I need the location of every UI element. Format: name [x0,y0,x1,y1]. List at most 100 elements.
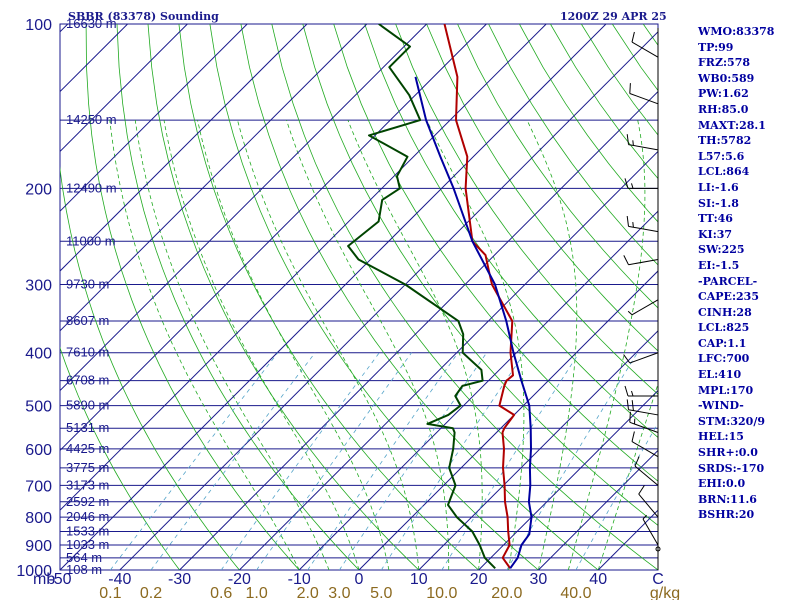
pressure-tick-label: 700 [25,478,52,495]
pressure-tick-label: 900 [25,538,52,555]
mixing-ratio-label: 5.0 [370,585,392,600]
wind-barb-flag [631,183,634,189]
temperature-tick-label: C [652,571,664,588]
height-label: 564 m [66,550,102,565]
mixing-ratio-line [506,352,638,570]
wind-barb-flag [632,222,634,228]
pressure-tick-label: 400 [25,346,52,363]
height-label: 3173 m [66,477,109,492]
mixing-ratio-line [150,352,316,570]
indices-panel: WMO:83378 TP:99 FRZ:578 WB0:589 PW:1.62 RH:85… [698,24,774,523]
dry-adiabat-line [457,24,658,309]
height-label: 12490 m [66,180,117,195]
height-label: 8607 m [66,313,109,328]
index-line: TH:5782 [698,134,752,148]
wind-barb [623,255,659,266]
pressure-tick-label: 600 [25,442,52,459]
wind-barb-flag [624,178,629,189]
index-line: SW:225 [698,243,745,257]
mixing-ratio-label: 40.0 [560,585,591,600]
mixing-ratio-label: 1.0 [245,585,267,600]
dewpoint-line [347,24,496,570]
isotherm-line [60,24,368,332]
index-line: LCL:864 [698,165,750,179]
mixing-ratio-label: 0.1 [99,585,121,600]
index-line: MAXT:28.1 [698,118,766,132]
index-line: MPL:170 [698,383,754,397]
height-label: 6708 m [66,373,109,388]
temperature-tick-label: -20 [228,571,251,588]
index-line: FRZ:578 [698,56,751,70]
height-label: 2592 m [66,494,109,509]
wind-barb-shaft [631,41,659,58]
wind-barb-flag [631,31,635,43]
dry-adiabat-line [60,346,180,570]
temperature-tick-label: 20 [470,571,488,588]
wind-barb [634,456,659,486]
mixing-ratio-label: 3.0 [328,585,350,600]
pressure-tick-label: 300 [25,278,52,295]
height-label: 3775 m [66,460,109,475]
index-line: BRN:11.6 [698,492,757,506]
moist-adiabat-line [286,119,450,570]
height-label: 4425 m [66,441,109,456]
pressure-tick-label: 800 [25,510,52,527]
index-line: TP:99 [698,40,734,54]
pressure-tick-label: 200 [25,181,52,198]
height-label: 7610 m [66,345,109,360]
isotherm-line [60,24,487,452]
height-label: 14250 m [66,112,117,127]
wind-barb-shaft [638,493,659,518]
temperature-tick-label: 10 [410,571,428,588]
temperature-tick-label: 0 [355,571,364,588]
index-line: WMO:83378 [698,25,775,38]
wind-barb-shaft [629,421,659,433]
temperature-line [443,24,516,569]
pressure-unit-label: mb [33,571,55,588]
mixing-ratio-label: 10.0 [426,585,457,600]
moist-adiabat-line [109,120,300,570]
wind-barb-surface-marker [655,546,661,552]
moist-adiabat-line [237,119,420,570]
dry-adiabat-line [116,24,360,570]
wind-barb-shaft [631,441,659,458]
index-line: CAP:1.1 [698,336,747,350]
dry-adiabat-line [178,24,479,570]
pressure-tick-label: 500 [25,399,52,416]
height-label: 1533 m [66,524,109,539]
wind-barb-flag [626,215,629,227]
isotherm-line [60,24,607,570]
wind-barb [626,399,659,416]
moist-adiabat-line [197,120,390,570]
index-line: RH:85.0 [698,102,749,116]
isotherm-line [60,24,308,272]
isotherm-line [60,24,248,212]
height-label: 108 m [66,562,102,577]
wind-barb-flag [623,354,631,364]
moist-adiabat-line [347,119,483,570]
dry-adiabat-line [426,24,658,352]
isotherm-line [538,449,658,570]
wind-barb [642,514,659,546]
dry-adiabat-line [302,24,658,526]
dry-adiabat-line [147,24,420,570]
wind-barb-flag [623,255,629,265]
wind-barb-flag [631,400,634,411]
wind-barb [638,485,659,518]
temperature-tick-label: -40 [108,571,131,588]
wind-barb [627,299,659,316]
dry-adiabat-line [209,24,539,570]
mixing-ratio-label: 20.0 [491,585,522,600]
temperature-tick-label: 30 [530,571,548,588]
wind-barb-flag [632,140,634,146]
dry-adiabat-line [85,24,300,570]
dry-adiabat-line [395,24,658,395]
pressure-tick-label: 1000 [16,563,52,580]
wind-barb-shaft [629,93,659,105]
moist-adiabat-line [597,382,658,570]
wind-barb-flag [631,390,634,397]
pressure-tick-label: 100 [25,17,52,34]
wind-barb [629,83,659,105]
